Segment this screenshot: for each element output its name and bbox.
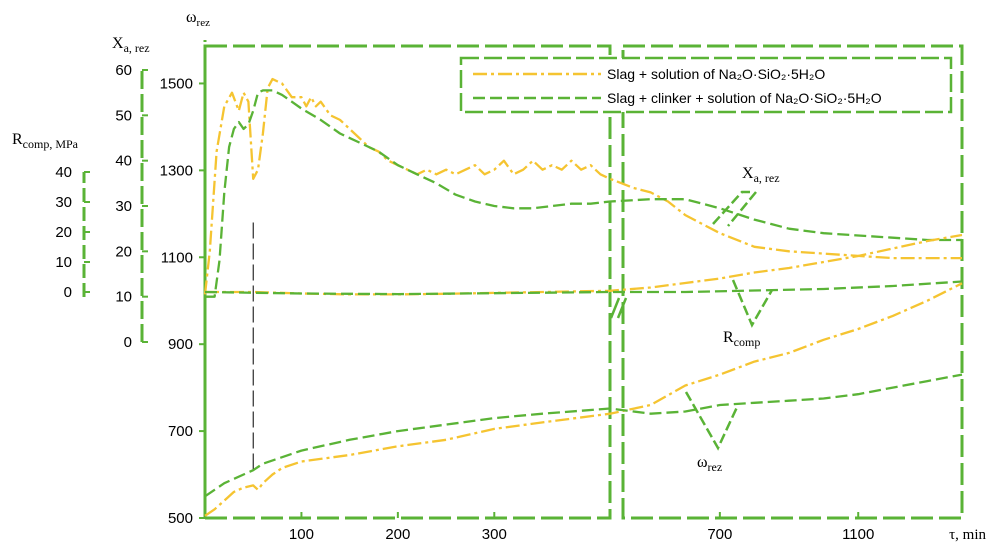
series-line-xa-0 (203, 77, 962, 295)
series-line-rcomp-3 (204, 280, 963, 296)
xa-tick-label: 60 (115, 62, 132, 79)
omega-tick-label: 1100 (161, 249, 193, 266)
legend-entry-1: Slag + clinker + solution of Na₂O·SiO₂·5… (607, 90, 882, 106)
rcomp-tick-label: 10 (55, 254, 72, 271)
xa-tick-label: 0 (124, 334, 132, 351)
rcomp-tick-label: 30 (55, 194, 72, 211)
xa-tick-label: 20 (115, 243, 132, 260)
legend: Slag + solution of Na₂O·SiO₂·5H₂O Slag + … (459, 56, 953, 114)
series-line-xa-1 (205, 89, 962, 298)
xa-annotation-pointer-2 (727, 191, 757, 227)
xa-tick-label: 30 (115, 198, 132, 215)
x-left-tick-label: 200 (385, 526, 410, 543)
omega-tick-label: 1500 (160, 75, 193, 92)
series-layer (203, 77, 963, 517)
xa-annotation-pointer (712, 190, 750, 225)
x-right-tick-label: 700 (707, 526, 732, 543)
annotations-layer: Xa, rez Rcomp ωrez (684, 165, 780, 474)
series-line-omega-5 (204, 373, 963, 498)
xa-tick-label: 50 (115, 107, 132, 124)
omega-tick-label: 700 (168, 423, 193, 440)
omega-annotation-label: ωrez (697, 454, 722, 474)
rcomp-tick-label: 40 (55, 164, 72, 181)
legend-entry-0: Slag + solution of Na₂O·SiO₂·5H₂O (607, 66, 825, 82)
omega-annotation-pointer (684, 391, 740, 451)
legend-box (459, 56, 953, 114)
x-left-tick-label: 300 (482, 526, 507, 543)
rcomp-annotation-pointer (731, 279, 774, 328)
series-line-omega-4 (204, 282, 963, 517)
xa-annotation-label: Xa, rez (742, 165, 780, 185)
xa-axis-title: Xa, rez (112, 35, 150, 55)
rcomp-tick-label: 20 (55, 224, 72, 241)
right-panel-frame (621, 44, 964, 520)
rcomp-axis-title: Rcomp, MPa (12, 131, 79, 151)
rcomp-tick-label: 0 (64, 284, 72, 301)
series-line-rcomp-2 (205, 233, 963, 296)
x-left-tick-label: 100 (289, 526, 314, 543)
omega-axis-title: ωrez (186, 9, 210, 29)
x-axis-title: τ, min (949, 527, 986, 543)
x-right-tick-label: 1100 (842, 526, 874, 543)
xa-tick-label: 10 (115, 289, 132, 306)
xa-tick-label: 40 (115, 153, 132, 170)
axis-break-mark (609, 297, 628, 319)
omega-tick-label: 900 (168, 336, 193, 353)
axes: 500 700 900 1100 1300 1500 0 10 20 30 40 50 60 0 10 20 3… (12, 9, 986, 543)
omega-tick-label: 1300 (160, 162, 193, 179)
omega-tick-label: 500 (168, 510, 193, 527)
rcomp-annotation-label: Rcomp (723, 329, 760, 349)
